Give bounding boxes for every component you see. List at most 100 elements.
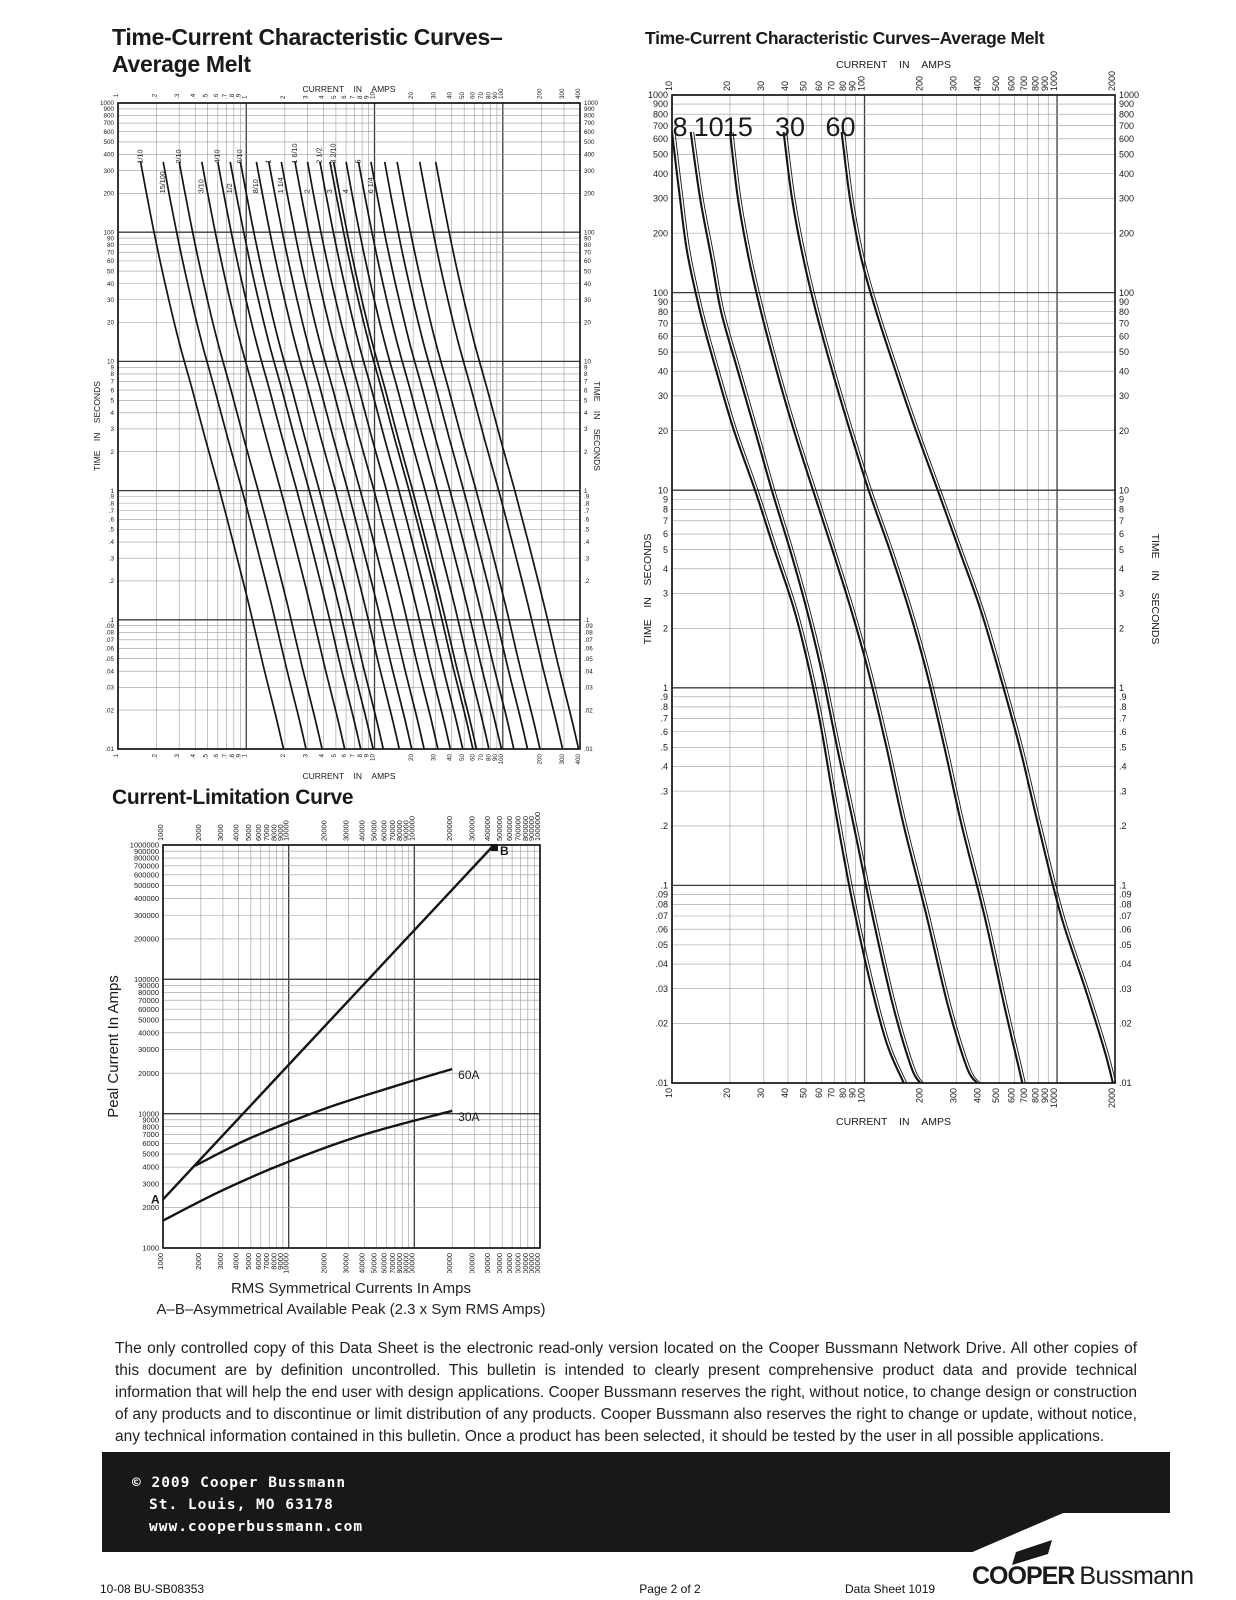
svg-text:90000: 90000: [402, 1253, 411, 1273]
svg-text:.9: .9: [584, 494, 590, 501]
footer-datasheet-number: Data Sheet 1019: [845, 1582, 936, 1596]
svg-text:100: 100: [857, 1088, 867, 1103]
svg-text:.05: .05: [1119, 940, 1132, 950]
svg-text:60: 60: [658, 332, 668, 342]
svg-text:600000: 600000: [505, 1253, 514, 1273]
svg-text:.02: .02: [105, 707, 114, 714]
svg-text:30: 30: [431, 754, 438, 762]
svg-text:2: 2: [663, 623, 668, 633]
svg-text:3000: 3000: [216, 1253, 225, 1270]
svg-text:5000: 5000: [244, 1253, 253, 1270]
svg-text:80000: 80000: [395, 1253, 404, 1273]
logo-text: COOPER Bussmann: [972, 1562, 1194, 1591]
svg-text:70: 70: [827, 1088, 837, 1098]
svg-text:.6: .6: [213, 93, 220, 99]
svg-text:CURRENT IN AMPS: CURRENT IN AMPS: [302, 771, 395, 781]
svg-text:400: 400: [575, 754, 582, 765]
svg-text:.1: .1: [113, 754, 120, 760]
curve-1: [267, 161, 413, 749]
current-limitation-chart: 1000100020002000300030004000400050005000…: [105, 812, 542, 1273]
svg-text:.02: .02: [584, 707, 593, 714]
svg-text:.2: .2: [1119, 821, 1127, 831]
svg-text:5: 5: [663, 545, 668, 555]
svg-text:900000: 900000: [134, 847, 159, 856]
svg-text:30: 30: [584, 297, 592, 304]
svg-text:800000: 800000: [134, 854, 159, 863]
svg-text:TIME IN SECONDS: TIME IN SECONDS: [1149, 534, 1161, 645]
logo-bussmann: Bussmann: [1079, 1562, 1194, 1590]
svg-text:8000: 8000: [270, 824, 279, 841]
curve-15: [728, 131, 979, 1083]
svg-text:.7: .7: [221, 93, 228, 99]
svg-text:50: 50: [459, 754, 466, 762]
website-line: www.cooperbussmann.com: [149, 1519, 364, 1535]
svg-text:400000: 400000: [483, 816, 492, 841]
svg-text:20: 20: [584, 320, 592, 327]
svg-text:20: 20: [722, 81, 732, 91]
curve-2: [306, 161, 452, 749]
svg-text:500: 500: [584, 139, 595, 146]
svg-text:2000: 2000: [194, 1253, 203, 1270]
svg-text:.07: .07: [105, 637, 114, 644]
svg-text:7: 7: [663, 516, 668, 526]
svg-text:700: 700: [103, 120, 114, 127]
svg-text:.8: .8: [660, 702, 668, 712]
svg-text:8: 8: [672, 112, 687, 142]
svg-text:9: 9: [584, 365, 588, 372]
tcc-small-chart: .1.1.2.2.3.3.4.4.5.5.6.6.7.7.8.8.9.91122…: [92, 84, 602, 781]
svg-text:60: 60: [469, 91, 476, 99]
svg-text:.6: .6: [109, 516, 115, 523]
svg-text:70: 70: [584, 249, 592, 256]
svg-text:.3: .3: [174, 93, 181, 99]
svg-text:100: 100: [584, 229, 595, 236]
svg-text:40: 40: [780, 1088, 790, 1098]
svg-text:4: 4: [584, 410, 588, 417]
svg-text:90000: 90000: [138, 981, 159, 990]
svg-text:500000: 500000: [134, 881, 159, 890]
svg-text:2000: 2000: [1107, 71, 1117, 91]
svg-text:8000: 8000: [270, 1253, 279, 1270]
svg-text:50: 50: [658, 347, 668, 357]
svg-text:6/10: 6/10: [235, 150, 244, 164]
svg-text:3: 3: [110, 426, 114, 433]
svg-text:1000: 1000: [584, 100, 599, 107]
svg-text:10000: 10000: [282, 1253, 291, 1273]
svg-text:700000: 700000: [514, 1253, 523, 1273]
svg-text:1: 1: [1119, 683, 1124, 693]
svg-text:30000: 30000: [138, 1045, 159, 1054]
svg-text:60000: 60000: [138, 1005, 159, 1014]
limitation-chart-title: Current-Limitation Curve: [112, 786, 354, 809]
svg-text:.03: .03: [584, 685, 593, 692]
svg-text:40: 40: [584, 281, 592, 288]
footer-bar-text: © 2009 Cooper Bussmann St. Louis, MO 631…: [132, 1472, 363, 1538]
curve-2 1/2: [319, 161, 464, 749]
svg-text:.07: .07: [584, 637, 593, 644]
svg-text:A: A: [151, 1192, 160, 1206]
svg-text:200: 200: [584, 191, 595, 198]
svg-text:70: 70: [478, 91, 485, 99]
svg-text:30: 30: [775, 112, 805, 142]
svg-text:400: 400: [972, 1088, 982, 1103]
curve-1/2: [229, 161, 374, 749]
svg-text:7: 7: [1119, 516, 1124, 526]
svg-text:100: 100: [857, 76, 867, 91]
curve-1 6/10: [294, 161, 439, 749]
svg-text:.03: .03: [1119, 984, 1132, 994]
svg-text:700: 700: [1019, 1088, 1029, 1103]
svg-text:.2: .2: [660, 821, 668, 831]
svg-text:300: 300: [948, 1088, 958, 1103]
curve-unlabeled: [396, 161, 541, 749]
svg-text:2 1/2: 2 1/2: [315, 148, 324, 164]
svg-text:6000: 6000: [142, 1139, 159, 1148]
svg-text:4: 4: [663, 564, 668, 574]
svg-text:600: 600: [1006, 1088, 1016, 1103]
svg-text:800: 800: [584, 113, 595, 120]
svg-text:50: 50: [459, 91, 466, 99]
svg-text:200: 200: [536, 88, 543, 99]
svg-text:30: 30: [658, 391, 668, 401]
svg-text:3 2/10: 3 2/10: [329, 144, 338, 164]
svg-text:20: 20: [107, 320, 115, 327]
svg-text:60000: 60000: [380, 820, 389, 841]
svg-text:60A: 60A: [458, 1068, 479, 1082]
svg-text:.09: .09: [105, 623, 114, 630]
